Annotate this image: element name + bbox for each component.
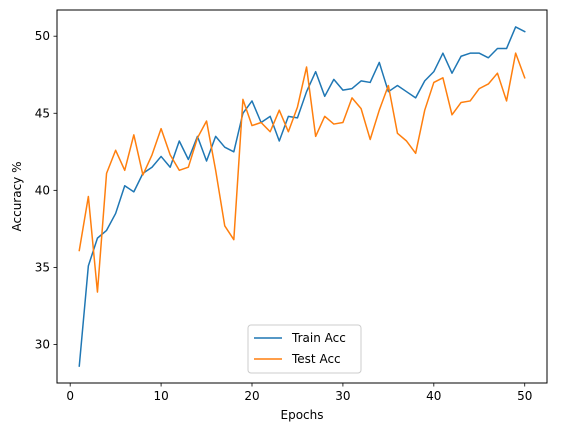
x-tick-label: 40 (426, 389, 441, 403)
y-axis-label: Accuracy % (10, 161, 24, 231)
x-tick-label: 0 (66, 389, 74, 403)
x-axis-label: Epochs (281, 408, 324, 422)
plot-frame (56, 9, 548, 384)
legend-label-train-acc: Train Acc (291, 331, 346, 345)
legend-box (247, 324, 362, 374)
y-tick-label: 30 (35, 337, 50, 351)
series-layer (78, 26, 526, 367)
series-line-train-acc (78, 26, 526, 367)
legend: Train Acc Test Acc (247, 324, 362, 374)
x-tick-label: 20 (244, 389, 259, 403)
plot-area-background (57, 10, 547, 383)
legend-label-test-acc: Test Acc (291, 352, 341, 366)
x-tick-label: 30 (335, 389, 350, 403)
series-line-test-acc (78, 52, 526, 293)
x-tick-label: 10 (153, 389, 168, 403)
x-tick-label: 50 (517, 389, 532, 403)
y-tick-label: 35 (35, 260, 50, 274)
y-tick-label: 45 (35, 106, 50, 120)
y-tick-label: 50 (35, 29, 50, 43)
y-axis-ticks: 30 35 40 45 50 (35, 29, 57, 351)
y-tick-label: 40 (35, 183, 50, 197)
x-axis-ticks: 0 10 20 30 40 50 (66, 383, 532, 403)
